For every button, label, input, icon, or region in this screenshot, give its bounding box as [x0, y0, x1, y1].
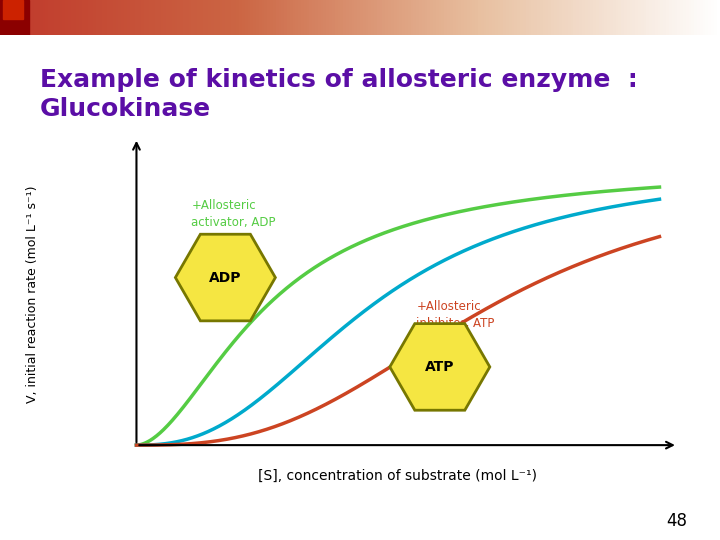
Text: ATP: ATP: [425, 360, 454, 374]
Polygon shape: [390, 323, 490, 410]
Text: 48: 48: [667, 512, 688, 530]
Text: ADP: ADP: [209, 271, 242, 285]
Text: [S], concentration of substrate (mol L⁻¹): [S], concentration of substrate (mol L⁻¹…: [258, 469, 537, 483]
Text: +Allosteric
inhibitor, ATP: +Allosteric inhibitor, ATP: [416, 300, 495, 330]
Text: +Allosteric
activator, ADP: +Allosteric activator, ADP: [192, 199, 276, 230]
Text: Glucokinase: Glucokinase: [40, 97, 211, 121]
Bar: [3, 0, 23, 19]
Polygon shape: [176, 234, 275, 321]
Text: V, initial reaction rate (mol L⁻¹ s⁻¹): V, initial reaction rate (mol L⁻¹ s⁻¹): [26, 186, 39, 403]
Text: Example of kinetics of allosteric enzyme  :: Example of kinetics of allosteric enzyme…: [40, 68, 637, 91]
Bar: [0, 0, 29, 35]
